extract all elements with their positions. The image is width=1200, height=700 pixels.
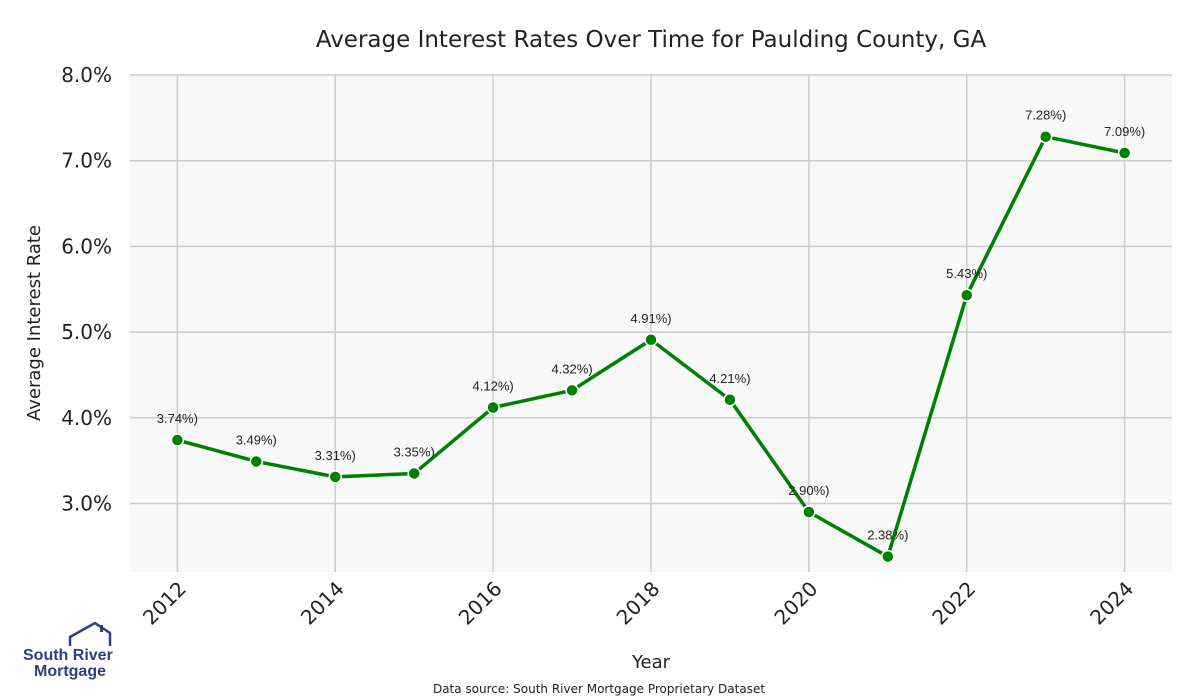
grid-lines: [130, 74, 1172, 572]
data-point: [960, 288, 974, 302]
data-label: 7.28%): [1025, 108, 1066, 123]
y-tick-label: 5.0%: [61, 320, 112, 344]
x-axis-ticks: 2012 2014 2016 2018 2020 2022 2024: [138, 577, 1138, 630]
chimney-icon: [100, 625, 103, 632]
y-tick-label: 6.0%: [61, 234, 112, 258]
x-tick-label: 2016: [454, 577, 507, 630]
data-label: 5.43%): [946, 266, 987, 281]
source-note: Data source: South River Mortgage Propri…: [433, 682, 765, 696]
y-axis-ticks: 3.0% 4.0% 5.0% 6.0% 7.0% 8.0%: [61, 63, 112, 515]
data-label: 4.91%): [630, 311, 671, 326]
y-tick-label: 3.0%: [61, 491, 112, 515]
data-point: [802, 505, 816, 519]
data-point: [249, 454, 264, 469]
y-tick-label: 7.0%: [61, 149, 112, 173]
data-point: [565, 383, 579, 398]
company-logo: South River Mortgage: [23, 621, 113, 680]
data-labels: 3.74%) 3.49%) 3.31%) 3.35%) 4.12%) 4.32%) 4.91…: [157, 108, 1145, 543]
data-point: [170, 433, 185, 447]
logo-line-1: South River: [23, 647, 113, 664]
data-label: 3.31%): [315, 448, 356, 463]
y-tick-label: 4.0%: [61, 406, 112, 430]
data-label: 3.74%): [157, 411, 198, 426]
data-point: [1038, 129, 1053, 144]
data-point: [486, 400, 500, 415]
series-layer: [170, 129, 1132, 564]
data-point: [1117, 146, 1132, 160]
data-point: [328, 470, 342, 484]
x-tick-label: 2012: [138, 577, 191, 630]
y-axis-label: Average Interest Rate: [24, 225, 45, 421]
data-label: 4.21%): [709, 371, 750, 386]
house-roof-icon: [68, 621, 112, 646]
data-label: 2.90%): [788, 483, 829, 498]
data-label: 4.12%): [473, 378, 514, 393]
x-tick-label: 2020: [769, 577, 822, 630]
data-label: 2.38%): [867, 528, 908, 543]
x-tick-label: 2024: [1085, 577, 1138, 630]
data-label: 7.09%): [1104, 124, 1145, 139]
x-tick-label: 2014: [296, 577, 349, 630]
logo-line-2: Mortgage: [34, 663, 106, 680]
data-label: 4.32%): [551, 361, 592, 376]
data-point: [723, 393, 737, 407]
x-tick-label: 2022: [927, 577, 980, 630]
y-tick-label: 8.0%: [61, 63, 112, 87]
data-point: [407, 466, 421, 481]
x-axis-label: Year: [631, 652, 671, 673]
data-label: 3.49%): [236, 432, 277, 447]
chart-title: Average Interest Rates Over Time for Pau…: [316, 27, 987, 53]
data-point: [644, 333, 658, 347]
data-point: [881, 549, 895, 564]
x-tick-label: 2018: [612, 577, 665, 630]
data-label: 3.35%): [394, 444, 435, 459]
